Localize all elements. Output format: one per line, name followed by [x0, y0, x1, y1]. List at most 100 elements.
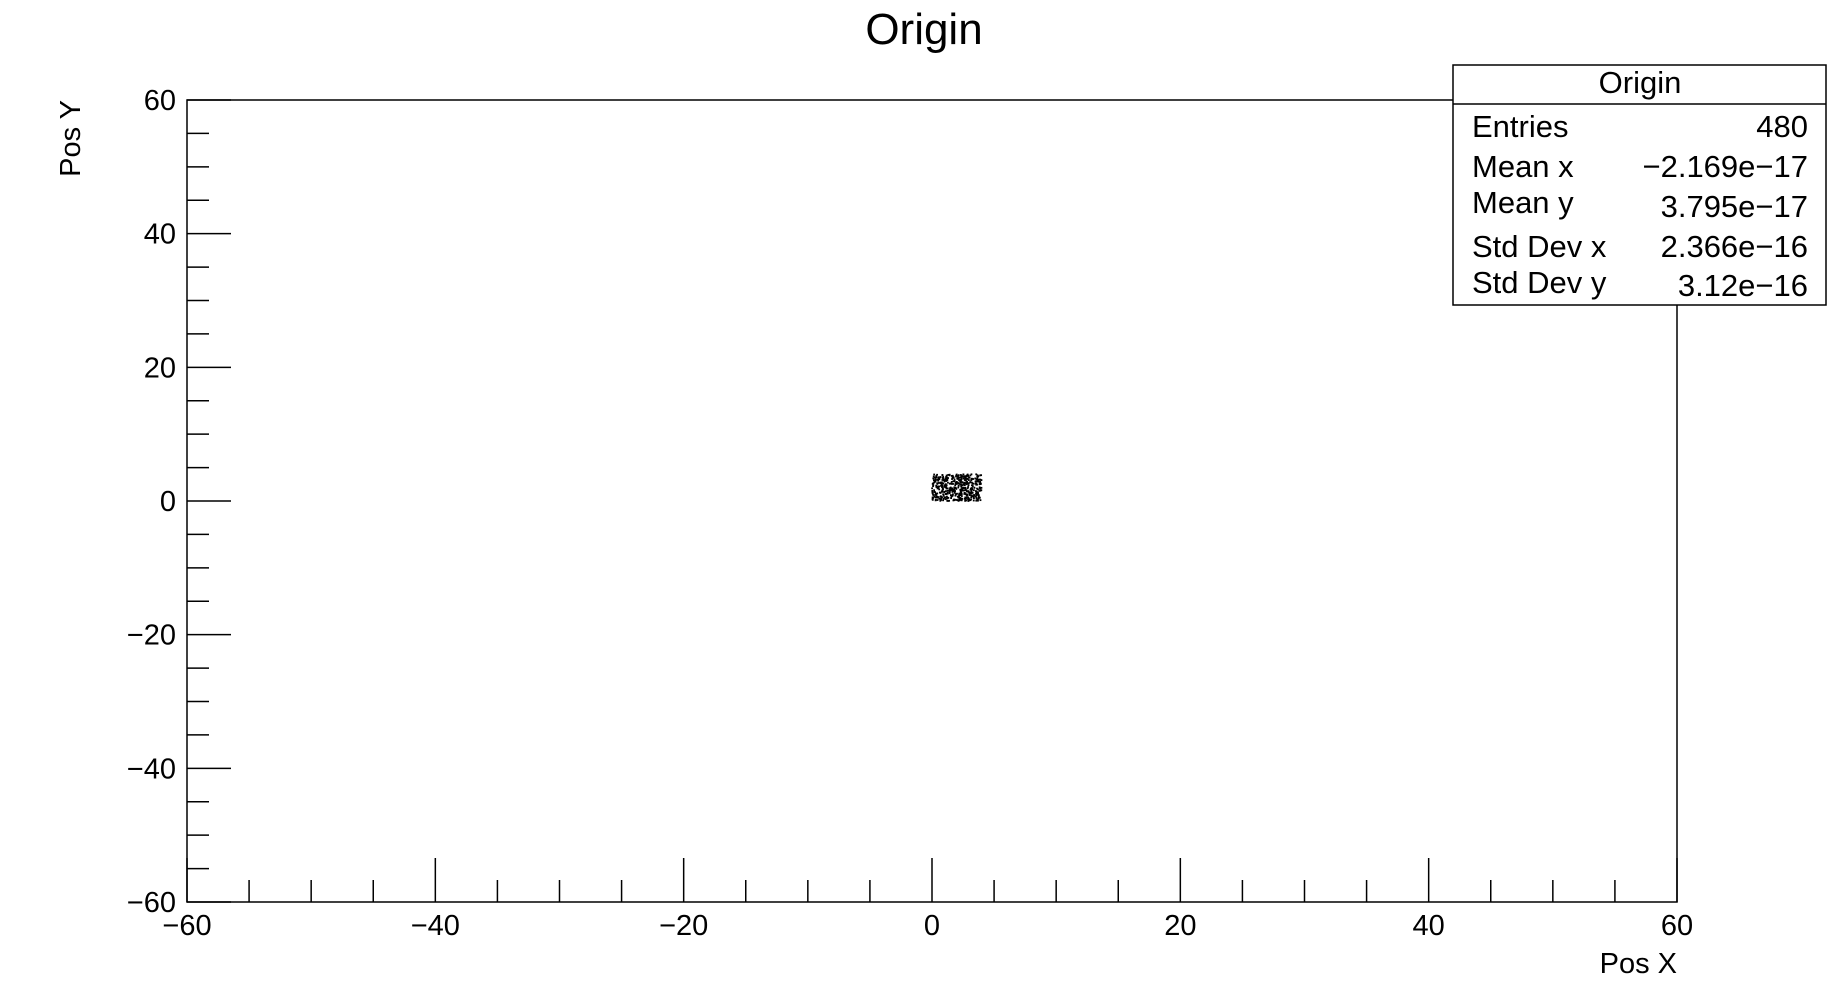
data-point: [963, 475, 966, 478]
data-point: [955, 493, 957, 496]
data-point: [936, 482, 939, 485]
data-point: [948, 491, 951, 493]
data-point: [934, 492, 937, 495]
data-point: [931, 491, 934, 494]
data-point: [942, 488, 944, 491]
data-point: [943, 490, 946, 493]
data-point: [942, 477, 945, 480]
data-point: [961, 484, 964, 487]
data-point: [950, 488, 953, 491]
y-axis-tick-labels: −60 −40 −20 0 20 40 60: [127, 85, 176, 919]
data-point: [948, 488, 951, 491]
data-point: [952, 476, 955, 479]
data-point: [934, 496, 937, 499]
data-point: [943, 496, 946, 499]
data-point: [932, 497, 934, 499]
data-point: [971, 485, 974, 487]
data-point: [970, 479, 973, 482]
data-point: [934, 494, 937, 496]
y-axis-label: Pos Y: [55, 100, 87, 177]
data-point: [968, 492, 971, 495]
data-point: [970, 489, 973, 491]
stats-label-mean-y: Mean y: [1472, 185, 1574, 220]
data-point: [954, 484, 957, 487]
data-point: [945, 487, 948, 490]
data-point: [949, 487, 952, 490]
data-point: [948, 489, 950, 492]
x-axis-ticks: [186, 858, 1678, 902]
data-point: [966, 494, 969, 496]
data-point: [946, 492, 949, 495]
data-point: [972, 497, 975, 499]
data-point: [975, 499, 978, 502]
data-point: [946, 497, 948, 500]
data-point: [964, 493, 967, 496]
data-point: [957, 474, 960, 477]
data-point: [971, 482, 974, 485]
data-point: [936, 485, 939, 488]
data-point: [942, 497, 945, 500]
data-point: [973, 494, 976, 497]
data-point: [939, 499, 942, 502]
data-point: [976, 487, 978, 490]
data-point: [945, 476, 948, 478]
data-point: [937, 476, 940, 479]
data-point: [952, 483, 954, 485]
data-point: [965, 481, 968, 484]
data-point: [934, 476, 937, 479]
data-point: [975, 497, 978, 499]
data-point: [954, 482, 957, 485]
data-point: [955, 499, 958, 501]
data-point: [944, 477, 947, 480]
x-tick-label: 0: [924, 910, 940, 942]
data-point: [977, 492, 979, 495]
data-point: [958, 495, 960, 498]
data-point: [977, 494, 980, 497]
data-point: [975, 490, 977, 492]
data-point: [957, 482, 959, 484]
data-point: [966, 480, 969, 483]
data-point: [940, 484, 942, 487]
data-point: [935, 475, 938, 477]
data-point: [935, 495, 938, 498]
data-point: [978, 486, 981, 489]
data-point: [967, 482, 969, 485]
data-point: [975, 482, 978, 485]
data-point: [931, 492, 934, 495]
data-point: [970, 498, 972, 501]
data-point: [943, 479, 946, 482]
data-point: [960, 493, 963, 495]
data-point: [974, 477, 977, 480]
data-point: [953, 490, 956, 492]
data-point: [970, 496, 973, 499]
y-tick-label: 60: [144, 85, 176, 117]
data-point: [941, 484, 944, 487]
data-point: [960, 483, 963, 486]
data-point: [942, 493, 945, 496]
data-point: [950, 475, 953, 477]
data-point: [951, 478, 953, 480]
data-point: [932, 482, 935, 484]
data-point: [972, 489, 975, 492]
data-point: [952, 489, 955, 491]
data-point: [958, 499, 961, 502]
data-point: [965, 490, 968, 493]
data-point: [938, 485, 940, 488]
y-tick-label: 20: [144, 352, 176, 384]
data-point: [970, 477, 973, 480]
data-point: [953, 478, 956, 481]
data-point: [977, 496, 980, 498]
data-point: [971, 487, 973, 489]
data-point: [953, 480, 956, 482]
data-point: [933, 489, 936, 492]
data-point: [952, 480, 955, 483]
x-tick-label: −60: [162, 910, 211, 942]
data-point: [963, 484, 966, 487]
data-point: [939, 495, 942, 498]
data-point: [955, 475, 957, 478]
stats-value-stddev-y: 3.12e−16: [1678, 268, 1808, 303]
data-point: [977, 498, 979, 501]
data-point: [964, 486, 967, 489]
data-point: [939, 476, 942, 478]
data-point: [931, 487, 933, 490]
